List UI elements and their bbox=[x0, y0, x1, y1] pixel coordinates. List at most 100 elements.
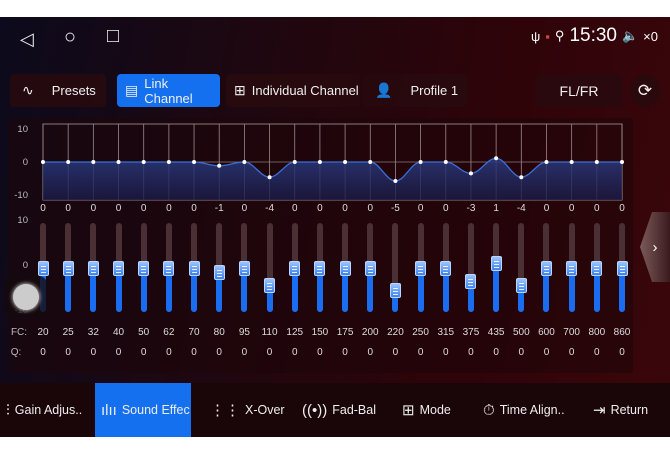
fc-value: 50 bbox=[138, 327, 150, 338]
gain-value: 0 bbox=[342, 203, 348, 214]
slider-handle[interactable] bbox=[314, 260, 326, 276]
back-button[interactable]: ◁ bbox=[20, 29, 34, 49]
slider-handle[interactable] bbox=[616, 260, 628, 276]
home-button[interactable]: ○ bbox=[64, 26, 77, 48]
nav-fad-bal[interactable]: ((•)) Fad-Bal bbox=[302, 383, 392, 437]
curve-point bbox=[594, 160, 599, 164]
gain-value: 0 bbox=[568, 203, 575, 214]
slider-fill bbox=[467, 280, 474, 312]
gain-value: 0 bbox=[191, 203, 197, 214]
fc-value: 500 bbox=[512, 327, 530, 338]
status-bar: ψ ▪ ⚲ 15:30 🔈 ×0 bbox=[531, 25, 658, 47]
q-value: 0 bbox=[291, 347, 298, 358]
curve-point bbox=[544, 160, 549, 164]
fc-value: 70 bbox=[188, 327, 200, 338]
curve-point bbox=[494, 156, 499, 161]
slider-handle[interactable] bbox=[87, 260, 99, 276]
slider-handle[interactable] bbox=[238, 260, 250, 276]
q-value: 0 bbox=[65, 347, 71, 358]
slider-handle[interactable] bbox=[264, 278, 276, 294]
slider-handle[interactable] bbox=[591, 260, 603, 276]
slider-track bbox=[518, 223, 525, 312]
tab-presets[interactable]: ∿ Presets bbox=[10, 74, 106, 107]
slider-handle[interactable] bbox=[465, 273, 477, 289]
slider-handle[interactable] bbox=[62, 260, 74, 276]
slider-fill bbox=[392, 289, 399, 312]
recents-button[interactable]: □ bbox=[107, 25, 120, 47]
eq-curve-graph bbox=[41, 123, 624, 201]
slider-handle[interactable] bbox=[289, 260, 301, 276]
nav-time-align[interactable]: ⏱ Time Align.. bbox=[483, 383, 583, 437]
fc-value: 25 bbox=[62, 327, 74, 338]
nav-mode[interactable]: ⊞ Mode bbox=[402, 383, 482, 437]
slider-handle[interactable] bbox=[138, 260, 150, 276]
slider-handle[interactable] bbox=[540, 260, 552, 276]
curve-point bbox=[217, 163, 222, 168]
floating-assist-button[interactable] bbox=[5, 276, 47, 318]
q-value: 0 bbox=[166, 347, 172, 358]
slider-handle[interactable] bbox=[163, 260, 175, 276]
nav-gain-adjus[interactable]: ⫶ Gain Adjus.. bbox=[6, 383, 96, 437]
fc-value: 800 bbox=[588, 327, 606, 338]
q-label: Q: bbox=[10, 347, 22, 358]
curve-point bbox=[393, 179, 398, 183]
slider-handle[interactable] bbox=[440, 260, 452, 276]
slider-fill bbox=[291, 267, 298, 312]
slider-fill bbox=[342, 267, 349, 312]
gain-value: 0 bbox=[367, 203, 374, 214]
curve-point bbox=[418, 160, 423, 164]
slider-fill bbox=[518, 285, 525, 312]
slider-handle[interactable] bbox=[188, 260, 200, 276]
slider-handle[interactable] bbox=[515, 278, 527, 294]
fc-value: 860 bbox=[613, 327, 631, 338]
q-value: 0 bbox=[543, 347, 550, 358]
gain-value: 0 bbox=[166, 203, 172, 214]
return-icon: ⇥ bbox=[593, 402, 606, 419]
nav-label: Sound Effec bbox=[121, 403, 190, 417]
fc-value: 20 bbox=[37, 327, 49, 338]
nav-return[interactable]: ⇥ Return bbox=[593, 383, 663, 437]
gain-value: 0 bbox=[140, 203, 147, 214]
tab-individual-channel[interactable]: ⊞ Individual Channel bbox=[226, 74, 360, 107]
curve-point bbox=[343, 160, 348, 164]
slider-handle[interactable] bbox=[490, 256, 502, 272]
nav-label: Time Align.. bbox=[499, 403, 565, 417]
fc-value: 40 bbox=[112, 327, 125, 338]
slider-fill bbox=[316, 267, 323, 312]
q-value: 0 bbox=[317, 347, 323, 358]
refresh-button[interactable]: ⟳ bbox=[630, 74, 660, 107]
tab-profile-1[interactable]: 👤 Profile 1 bbox=[363, 74, 467, 107]
fc-value: 435 bbox=[487, 327, 505, 338]
nav-label: X-Over bbox=[245, 403, 285, 417]
axis-label: 10 bbox=[17, 124, 28, 135]
q-value: 0 bbox=[594, 347, 600, 358]
slider-track bbox=[467, 223, 474, 312]
gain-value: 0 bbox=[443, 203, 449, 214]
slider-handle[interactable] bbox=[37, 260, 49, 276]
slider-fill bbox=[165, 267, 172, 312]
volume-level: ×0 bbox=[643, 28, 658, 44]
slider-handle[interactable] bbox=[339, 260, 351, 276]
fc-value: 150 bbox=[311, 327, 329, 338]
curve-point bbox=[317, 160, 322, 164]
channel-select-button[interactable]: FL/FR bbox=[536, 74, 622, 107]
slider-fill bbox=[493, 263, 500, 312]
slider-handle[interactable] bbox=[389, 282, 401, 298]
gain-value: 0 bbox=[40, 203, 46, 214]
curve-point bbox=[368, 160, 373, 164]
slider-handle[interactable] bbox=[566, 260, 578, 276]
nav-x-over[interactable]: ⋮⋮ X-Over bbox=[210, 383, 290, 437]
tab-label: Presets bbox=[51, 83, 96, 98]
slider-handle[interactable] bbox=[213, 264, 225, 280]
q-value: 0 bbox=[266, 347, 273, 358]
slider-track bbox=[266, 223, 273, 312]
slider-handle[interactable] bbox=[113, 260, 125, 276]
curve-point bbox=[66, 160, 71, 164]
q-value: 0 bbox=[568, 347, 575, 358]
slider-handle[interactable] bbox=[364, 260, 376, 276]
tab-link-channel[interactable]: ▤ Link Channel bbox=[117, 74, 220, 107]
nav-sound-effec[interactable]: ılıı Sound Effec bbox=[95, 383, 191, 437]
slider-handle[interactable] bbox=[415, 260, 427, 276]
assist-ball-icon bbox=[13, 284, 39, 310]
fc-value: 200 bbox=[361, 327, 379, 338]
